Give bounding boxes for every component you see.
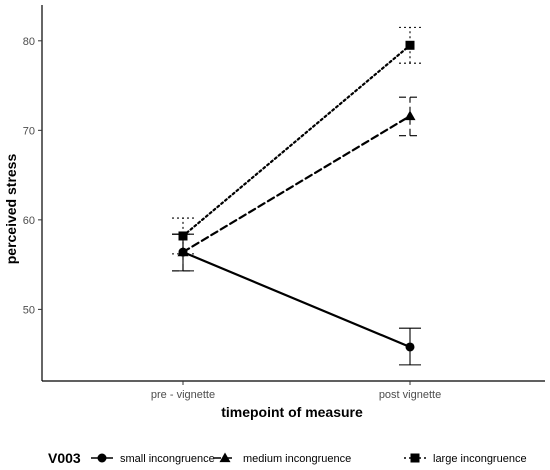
legend-marker: [410, 453, 420, 463]
legend-item-medium-incongruence: medium incongruence: [214, 452, 351, 465]
y-tick-label: 70: [23, 125, 35, 137]
y-axis-title: perceived stress: [3, 154, 19, 265]
axes-layer: 50 60 70 80 pre - vignette post vignette: [23, 5, 545, 401]
x-tick-label: post vignette: [379, 389, 441, 401]
data-point: [404, 110, 416, 121]
series-medium-incongruence: [172, 96, 421, 272]
y-tick-label: 80: [23, 36, 35, 48]
data-point: [177, 246, 189, 257]
legend-item-large-incongruence: large incongruence: [404, 453, 527, 465]
error-bar: [399, 96, 421, 137]
series-line: [181, 44, 412, 238]
series-line: [181, 114, 412, 254]
series-line: [181, 250, 412, 349]
data-point: [405, 342, 415, 352]
series-large-incongruence: [172, 26, 421, 255]
labels-layer: timepoint of measure perceived stress: [3, 154, 363, 420]
legend-label: small incongruence: [120, 453, 215, 465]
legend: V003 small incongruence medium incongruen…: [48, 450, 527, 466]
legend-marker: [219, 452, 231, 463]
series-small-incongruence: [172, 233, 421, 366]
x-tick-label: pre - vignette: [151, 389, 215, 401]
series-layer: [172, 26, 421, 366]
legend-title: V003: [48, 450, 81, 466]
error-bar: [399, 26, 421, 64]
y-tick-label: 50: [23, 304, 35, 316]
legend-marker: [97, 453, 107, 463]
legend-item-small-incongruence: small incongruence: [91, 453, 215, 465]
data-point: [178, 231, 188, 241]
y-tick-label: 60: [23, 215, 35, 227]
error-bar: [172, 217, 194, 255]
data-point: [405, 40, 415, 50]
legend-label: medium incongruence: [243, 453, 351, 465]
legend-label: large incongruence: [433, 453, 527, 465]
x-axis-title: timepoint of measure: [221, 404, 363, 420]
